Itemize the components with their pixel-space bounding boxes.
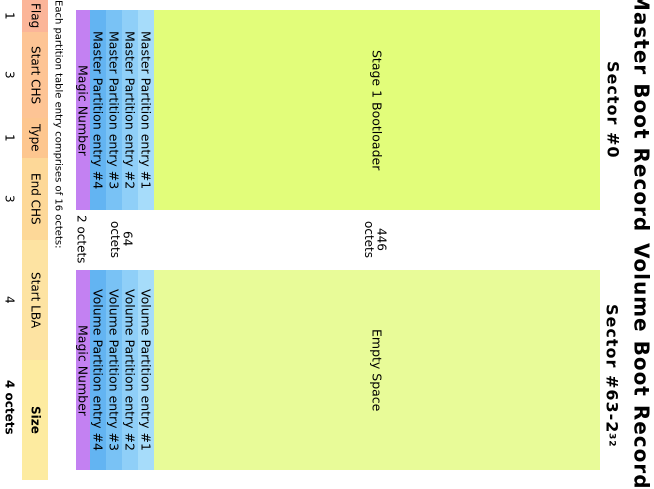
mbr-partition-entry-label: Master Partition entry #3: [106, 30, 122, 190]
mbr-partition-entry-4: Master Partition entry #4: [90, 10, 106, 210]
vbr-sector-prefix: Sector #63-2: [602, 304, 622, 434]
mbr-magic-label: Magic Number: [75, 64, 91, 156]
field-flag: Flag: [22, 0, 48, 32]
vbr-partition-entry-1: Volume Partition entry #1: [138, 270, 154, 470]
vbr-partition-entry-label: Volume Partition entry #1: [138, 289, 154, 451]
field-label: Type: [28, 124, 43, 152]
entry-note: Each partition table entry comprises of …: [52, 0, 64, 249]
vbr-partition-entry-label: Volume Partition entry #2: [122, 289, 138, 451]
field-octets: 3: [2, 71, 17, 79]
mbr-partition-entry-2: Master Partition entry #2: [122, 10, 138, 210]
mbr-sector-label: Sector #0: [603, 61, 623, 159]
vbr-magic-label: Magic Number: [75, 324, 91, 416]
mbr-partition-entry-label: Master Partition entry #1: [138, 30, 154, 190]
field-label: Start CHS: [28, 45, 43, 105]
vbr-magic-number: Magic Number: [75, 270, 91, 470]
mbr-partition-entry-1: Master Partition entry #1: [138, 10, 154, 210]
size-entries: 64 octets: [108, 220, 135, 258]
field-type: Type: [22, 118, 48, 158]
field-end-chs: End CHS: [22, 158, 48, 240]
field-label: Flag: [28, 3, 43, 29]
field-start-lba: Start LBA: [22, 240, 48, 360]
size-bootloader: 446 octets: [362, 220, 389, 258]
vbr-empty-space-label: Empty Space: [369, 328, 385, 412]
field-label: End CHS: [28, 173, 43, 225]
field-label: Size: [28, 406, 43, 434]
mbr-bootloader-block: Stage 1 Bootloader: [154, 10, 600, 210]
vbr-partition-entry-2: Volume Partition entry #2: [122, 270, 138, 470]
field-octets: 3: [2, 195, 17, 203]
field-octets: 1: [2, 134, 17, 142]
mbr-title-wrap: Master Boot Record: [628, 0, 654, 233]
mbr-partition-entry-label: Master Partition entry #2: [122, 30, 138, 190]
mbr-partition-entry-label: Master Partition entry #4: [90, 30, 106, 190]
vbr-empty-space-block: Empty Space: [154, 270, 600, 470]
field-start-chs: Start CHS: [22, 32, 48, 118]
vbr-partition-entry-4: Volume Partition entry #4: [90, 270, 106, 470]
mbr-bootloader-label: Stage 1 Bootloader: [369, 49, 385, 171]
vbr-partition-entry-label: Volume Partition entry #4: [90, 289, 106, 451]
field-octets: 4 octets: [2, 380, 17, 435]
field-octets: 4: [2, 296, 17, 304]
field-label: Start LBA: [28, 271, 43, 329]
field-octets: 1: [2, 12, 17, 20]
vbr-partition-entry-3: Volume Partition entry #3: [106, 270, 122, 470]
vbr-title: Volume Boot Record: [629, 242, 654, 489]
vbr-sector-label: Sector #63-2 32: [598, 290, 624, 462]
size-magic: 2 octets: [74, 214, 89, 264]
mbr-partition-entry-3: Master Partition entry #3: [106, 10, 122, 210]
mbr-title: Master Boot Record: [629, 0, 654, 233]
vbr-partition-entry-label: Volume Partition entry #3: [106, 289, 122, 451]
vbr-sector-exp: 32: [606, 433, 617, 448]
field-size: Size: [22, 360, 48, 480]
mbr-magic-number: Magic Number: [75, 10, 91, 210]
